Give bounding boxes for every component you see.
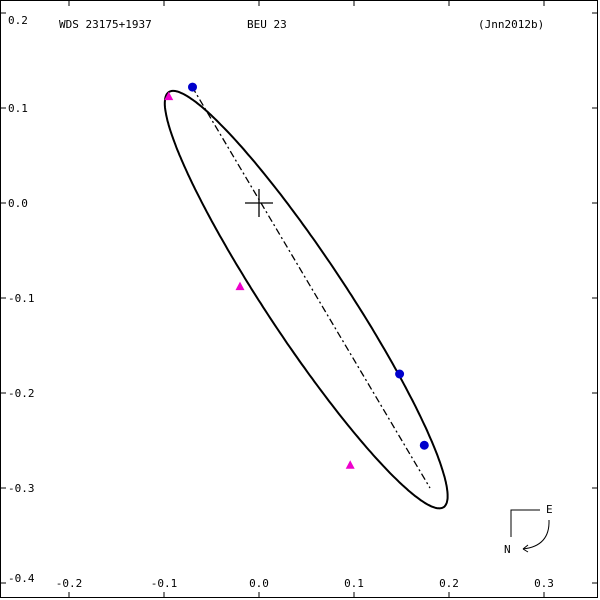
observation-circle bbox=[419, 440, 429, 450]
primary-star bbox=[245, 189, 273, 217]
y-tick-label: -0.2 bbox=[8, 387, 35, 400]
x-tick-label: 0.1 bbox=[344, 577, 364, 590]
compass-east-label: E bbox=[546, 503, 553, 516]
x-tick-label: -0.1 bbox=[151, 577, 178, 590]
observation-circle bbox=[395, 369, 405, 379]
header-right: (Jnn2012b) bbox=[478, 18, 544, 31]
observation-circle bbox=[188, 82, 197, 92]
observation-triangle bbox=[345, 460, 355, 469]
observation-triangle bbox=[235, 281, 245, 291]
x-axis: -0.2 -0.1 0.0 0.1 0.2 0.3 bbox=[56, 0, 554, 598]
y-tick-label: -0.3 bbox=[8, 482, 35, 495]
y-tick-label: -0.1 bbox=[8, 292, 35, 305]
compass-north-label: N bbox=[504, 543, 511, 556]
compass-rose: E N bbox=[504, 503, 553, 556]
observation-triangle bbox=[164, 91, 174, 101]
y-tick-label: 0.1 bbox=[8, 102, 28, 115]
x-tick-label: 0.3 bbox=[534, 577, 554, 590]
x-tick-label: 0.0 bbox=[249, 577, 269, 590]
line-of-nodes bbox=[191, 86, 431, 489]
compass-lines bbox=[510, 509, 540, 537]
compass-arc-arrow bbox=[522, 519, 550, 550]
y-tick-label: 0.2 bbox=[8, 14, 28, 27]
compass-arrowhead bbox=[522, 544, 529, 553]
x-tick-label: -0.2 bbox=[56, 577, 83, 590]
y-tick-label: 0.0 bbox=[8, 197, 28, 210]
data-points bbox=[164, 82, 429, 469]
header-left: WDS 23175+1937 bbox=[59, 18, 152, 31]
y-axis: 0.2 0.1 0.0 -0.1 -0.2 -0.3 -0.4 bbox=[0, 12, 598, 585]
y-tick-label: -0.4 bbox=[8, 572, 35, 585]
header-center: BEU 23 bbox=[247, 18, 287, 31]
x-tick-label: 0.2 bbox=[439, 577, 459, 590]
